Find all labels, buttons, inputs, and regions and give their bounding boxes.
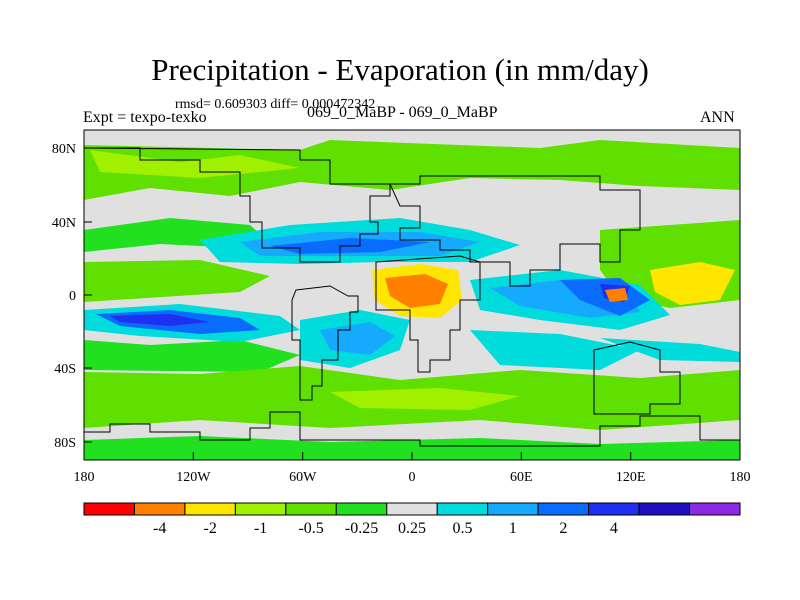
contour-antarctic-green [84, 436, 740, 460]
contour-s-ocean-light [330, 388, 520, 410]
coastline-africa [375, 255, 481, 373]
colorbar-label: -2 [203, 520, 216, 537]
lon-label-180e: 180 [730, 470, 751, 485]
colorbar-swatch [689, 502, 741, 516]
colorbar-label: 0.25 [398, 520, 426, 537]
lon-label-180w: 180 [74, 470, 95, 485]
lat-label-40n: 40N [52, 216, 76, 231]
field-contours [84, 140, 740, 460]
season-label: ANN [700, 109, 735, 126]
colorbar-label: -1 [254, 520, 267, 537]
colorbar-label: 0.5 [452, 520, 472, 537]
lat-label-40s: 40S [54, 362, 76, 377]
coastline-antarctica [84, 411, 740, 447]
contour-w-pacific-orange [605, 288, 628, 302]
colorbar-swatch [133, 502, 186, 516]
plot-title: Precipitation - Evaporation (in mm/day) [151, 52, 649, 87]
colorbar-labels: -4 -2 -1 -0.5 -0.25 0.25 0.5 1 2 4 [153, 520, 618, 537]
colorbar-swatch [487, 502, 539, 516]
colorbar-swatch [285, 502, 337, 516]
contour-n-high-light [90, 150, 300, 178]
colorbar-label: -0.5 [298, 520, 323, 537]
axis-ticks [83, 147, 741, 460]
lon-label-60w: 60W [289, 470, 317, 485]
colorbar-swatch [386, 502, 438, 516]
colorbar-swatch [436, 502, 489, 516]
lon-label-60e: 60E [510, 470, 533, 485]
contour-e-pacific-yellow [650, 262, 735, 305]
colorbar-swatch [83, 502, 135, 516]
coastline-south-america [291, 285, 359, 401]
lon-label-120e: 120E [616, 470, 646, 485]
lon-label-0: 0 [409, 470, 416, 485]
colorbar-swatch [588, 502, 640, 516]
colorbar-swatch [537, 502, 590, 516]
contour-s-indian-cyan [470, 330, 640, 370]
coastline-australia [593, 341, 681, 415]
contour-e-pacific-navy [110, 314, 210, 326]
coastline-eurasia [389, 175, 641, 287]
colorbar-label: -0.25 [345, 520, 378, 537]
colorbar-label: 4 [610, 520, 618, 537]
contour-w-pacific-green [84, 260, 270, 302]
experiment-label: Expt = texpo-texko [83, 109, 207, 126]
case-label: 069_0_MaBP - 069_0_MaBP [307, 104, 498, 121]
lon-label-120w: 120W [176, 470, 211, 485]
colorbar-swatch [335, 502, 388, 516]
coastline-north-america [84, 147, 391, 263]
colorbar-swatch [184, 502, 236, 516]
rmsd-diff-label: rmsd= 0.609303 diff= 0.000472342 [175, 97, 376, 112]
contour-n-high-green [84, 140, 740, 200]
lat-label-80s: 80S [54, 436, 76, 451]
contour-s-pacific-cyan [600, 338, 740, 362]
contour-africa-orange [385, 274, 448, 308]
colorbar-label: 2 [559, 520, 567, 537]
contour-s-pacific-green [84, 340, 300, 372]
colorbar-label: 1 [509, 520, 517, 537]
colorbar-label: -4 [153, 520, 166, 537]
colorbar-swatch [234, 502, 287, 516]
lat-label-80n: 80N [52, 142, 76, 157]
colorbar-swatch [638, 502, 691, 516]
colorbar [83, 502, 741, 516]
lat-label-0: 0 [69, 289, 76, 304]
